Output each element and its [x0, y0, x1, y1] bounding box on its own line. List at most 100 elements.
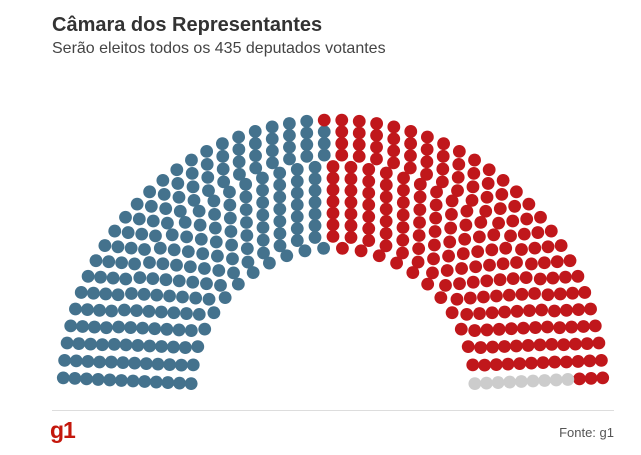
seat-republicans: [465, 194, 479, 207]
seat-democrats: [298, 244, 312, 258]
seat-democrats: [290, 174, 304, 188]
seat-democrats: [56, 371, 70, 385]
seat-republicans: [479, 204, 493, 218]
seat-republicans: [472, 230, 486, 244]
seat-republicans: [362, 186, 376, 200]
seat-republicans: [548, 304, 561, 318]
seat-democrats: [191, 340, 205, 354]
seat-republicans: [509, 339, 523, 353]
seat-republicans: [443, 235, 457, 249]
seat-republicans: [335, 113, 349, 127]
seat-republicans: [548, 355, 562, 369]
seat-democrats: [64, 319, 78, 333]
seat-democrats: [143, 185, 157, 199]
seat-democrats: [185, 153, 198, 167]
seat-republicans: [517, 227, 531, 241]
seat-democrats: [207, 194, 221, 208]
seat-democrats: [192, 308, 206, 321]
seat-republicans: [387, 144, 401, 158]
seat-republicans: [535, 303, 549, 317]
seat-republicans: [430, 185, 443, 199]
seat-republicans: [496, 173, 510, 187]
seat-republicans: [460, 204, 474, 218]
seat-republicans: [379, 214, 393, 228]
seat-republicans: [387, 156, 400, 170]
seat-democrats: [207, 306, 221, 320]
seat-democrats: [231, 277, 245, 291]
seat-republicans: [524, 356, 538, 370]
seat-republicans: [492, 322, 506, 336]
seat-republicans: [528, 287, 541, 300]
seat-undecided: [549, 373, 563, 387]
seat-democrats: [139, 357, 153, 371]
seat-democrats: [174, 358, 188, 372]
seat-republicans: [454, 322, 468, 336]
seat-republicans: [533, 272, 547, 286]
seat-democrats: [198, 262, 211, 275]
seat-democrats: [167, 243, 181, 257]
seat-democrats: [130, 304, 144, 318]
seat-republicans: [397, 171, 410, 185]
seat-republicans: [435, 175, 449, 189]
seat-republicans: [344, 172, 358, 186]
seat-republicans: [460, 308, 474, 321]
seat-republicans: [387, 132, 401, 146]
seat-republicans: [519, 271, 533, 285]
seat-democrats: [142, 304, 156, 318]
seat-republicans: [451, 184, 464, 198]
seat-republicans: [439, 278, 452, 292]
seat-democrats: [227, 266, 240, 280]
seat-republicans: [541, 240, 555, 254]
seat-undecided: [526, 374, 540, 388]
seat-republicans: [427, 252, 440, 266]
seat-democrats: [265, 120, 279, 134]
seat-republicans: [509, 185, 523, 199]
seat-democrats: [126, 374, 140, 388]
seat-democrats: [180, 307, 193, 320]
seat-republicans: [559, 270, 572, 284]
seat-democrats: [111, 288, 125, 302]
seat-democrats: [200, 144, 214, 158]
seat-republicans: [370, 117, 384, 130]
seat-democrats: [282, 117, 296, 130]
seat-democrats: [155, 340, 168, 353]
seat-republicans: [426, 266, 439, 280]
seat-democrats: [290, 186, 304, 200]
seat-republicans: [528, 241, 542, 255]
seat-republicans: [456, 247, 470, 261]
seat-republicans: [352, 138, 366, 152]
seat-democrats: [273, 190, 287, 204]
seat-democrats: [119, 272, 133, 286]
seat-republicans: [584, 302, 597, 316]
seat-republicans: [335, 125, 349, 139]
seat-undecided: [561, 373, 575, 386]
seat-republicans: [444, 221, 458, 235]
seat-republicans: [362, 163, 376, 176]
seat-republicans: [442, 249, 455, 263]
seat-democrats: [273, 227, 287, 240]
seat-republicans: [504, 322, 518, 336]
seat-republicans: [370, 128, 383, 142]
seat-republicans: [450, 292, 464, 306]
seat-democrats: [72, 337, 86, 350]
seat-democrats: [266, 156, 279, 170]
seat-republicans: [510, 256, 523, 269]
seat-democrats: [124, 321, 137, 334]
seat-republicans: [496, 257, 510, 271]
seat-democrats: [246, 266, 260, 279]
seat-democrats: [201, 171, 215, 184]
seat-republicans: [504, 229, 517, 243]
seat-democrats: [180, 230, 194, 244]
seat-democrats: [172, 274, 186, 288]
seat-democrats: [69, 354, 83, 368]
seat-democrats: [290, 222, 304, 236]
seat-democrats: [76, 320, 89, 333]
seat-democrats: [119, 210, 132, 224]
seat-republicans: [458, 232, 472, 246]
seat-democrats: [290, 210, 304, 224]
seat-democrats: [184, 324, 198, 337]
seat-democrats: [223, 185, 236, 199]
seat-democrats: [157, 188, 171, 201]
seat-republicans: [522, 197, 536, 211]
seat-republicans: [412, 229, 426, 242]
